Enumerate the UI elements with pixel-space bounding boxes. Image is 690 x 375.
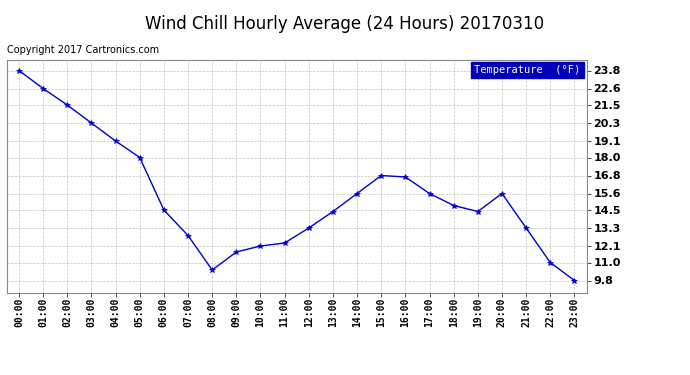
Text: Copyright 2017 Cartronics.com: Copyright 2017 Cartronics.com xyxy=(7,45,159,55)
Text: Wind Chill Hourly Average (24 Hours) 20170310: Wind Chill Hourly Average (24 Hours) 201… xyxy=(146,15,544,33)
Text: Temperature  (°F): Temperature (°F) xyxy=(475,64,581,75)
